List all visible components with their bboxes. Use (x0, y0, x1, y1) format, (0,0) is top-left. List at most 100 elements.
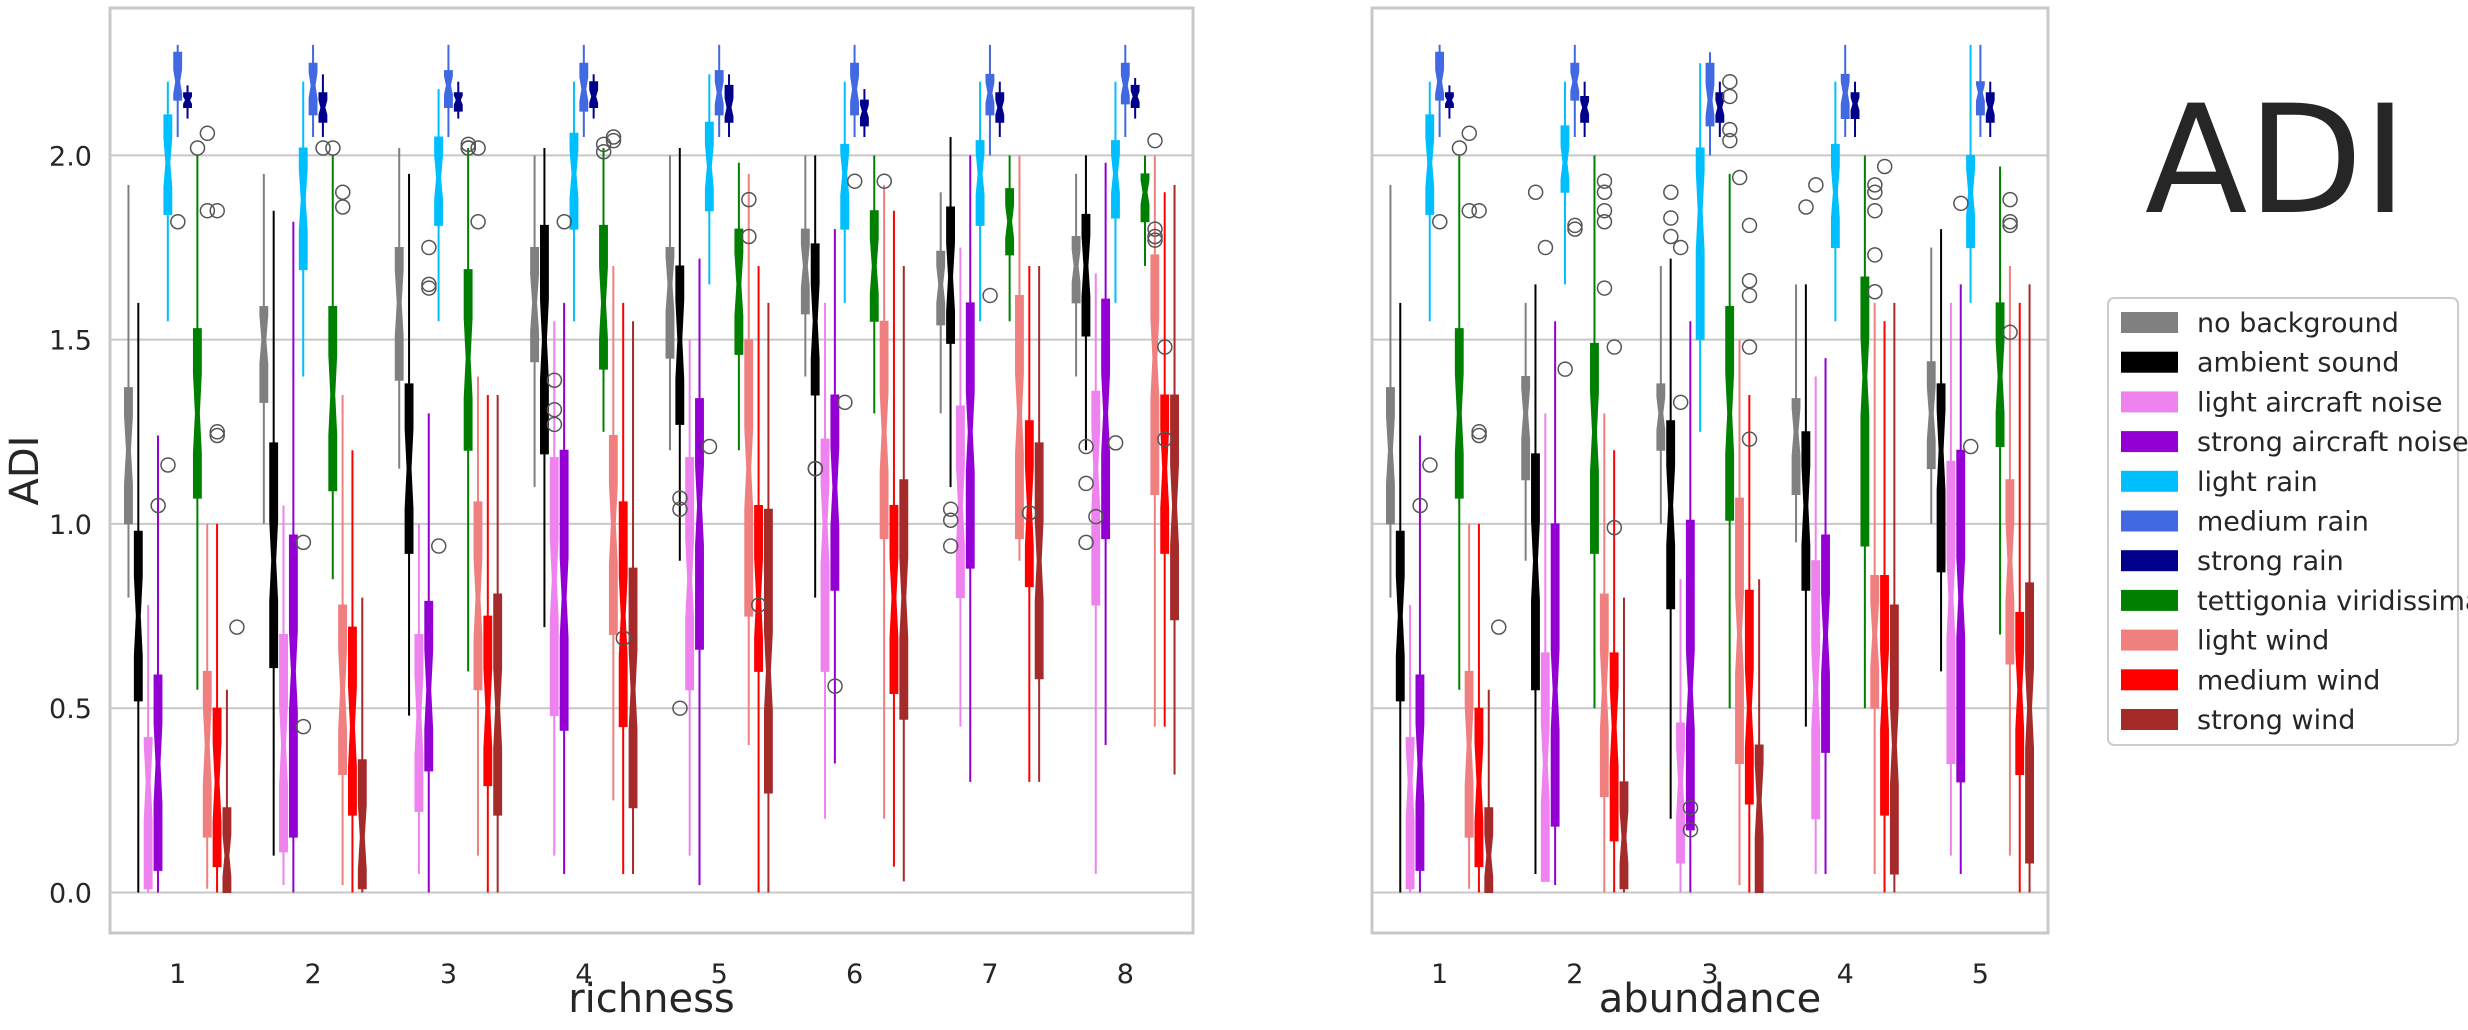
box-light-aircraft-noise (1405, 737, 1415, 890)
legend-label: medium rain (2197, 507, 2369, 538)
box-light-rain (840, 143, 850, 230)
outlier-point (1461, 125, 1478, 142)
box-light-rain (298, 147, 308, 271)
x-tick-label: 3 (440, 959, 457, 990)
box-no-background (1071, 235, 1081, 304)
box-light-aircraft-noise (414, 633, 424, 812)
outlier-point (1741, 431, 1758, 447)
box-light-aircraft-noise (1676, 722, 1685, 864)
box-ambient-sound (1531, 453, 1540, 691)
box-tettigonia-viridissima (1590, 342, 1599, 554)
box-strong-rain (1580, 95, 1590, 123)
box-medium-rain (850, 62, 860, 116)
box-strong-rain (859, 99, 869, 127)
box-no-background (1386, 387, 1395, 525)
box-light-rain (1830, 143, 1840, 249)
outlier-point (1867, 284, 1883, 300)
box-light-wind (1015, 294, 1024, 540)
box-light-aircraft-noise (1540, 652, 1550, 882)
outlier-point (876, 173, 893, 189)
outlier-point (1432, 213, 1448, 230)
box-medium-rain (1435, 51, 1445, 101)
box-strong-wind (1170, 394, 1179, 621)
box-no-background (259, 306, 269, 403)
x-tick-label: 8 (1117, 959, 1134, 990)
box-light-aircraft-noise (1091, 390, 1101, 606)
x-tick-label: 4 (575, 959, 592, 990)
box-tettigonia-viridissima (1005, 188, 1015, 256)
box-tettigonia-viridissima (734, 228, 744, 355)
legend-label: light rain (2197, 467, 2318, 498)
outlier-point (1147, 221, 1163, 237)
box-strong-aircraft-noise (1685, 519, 1695, 831)
box-strong-rain (1130, 84, 1140, 109)
outlier-point (1147, 228, 1163, 245)
box-tettigonia-viridissima (869, 210, 879, 322)
outlier-point (701, 438, 718, 455)
outlier-point (1741, 287, 1758, 304)
box-light-rain (434, 136, 444, 226)
box-medium-wind (1880, 575, 1889, 816)
box-light-rain (975, 140, 985, 226)
outlier-point (942, 538, 959, 554)
box-medium-rain (1570, 62, 1580, 101)
legend: no background ambient sound light aircraft… (2107, 297, 2468, 746)
outlier-point (1672, 239, 1689, 256)
box-light-rain (1560, 125, 1570, 193)
y-axis-label: ADI (2, 436, 48, 506)
x-tick-label: 3 (1701, 959, 1718, 990)
box-strong-rain (1985, 92, 1995, 123)
outlier-point (1567, 217, 1583, 234)
x-tick-label: 1 (169, 959, 186, 990)
box-tettigonia-viridissima (1454, 328, 1464, 499)
box-medium-wind (1744, 589, 1754, 805)
box-light-wind (1599, 593, 1609, 798)
outlier-point (1471, 427, 1487, 444)
box-strong-rain (183, 92, 192, 109)
outlier-point (846, 173, 863, 189)
outlier-point (1672, 394, 1689, 411)
x-tick-label: 5 (711, 959, 728, 990)
box-medium-wind (212, 707, 222, 868)
outlier-point (1078, 438, 1094, 455)
outlier-point (229, 619, 245, 635)
box-light-wind (473, 501, 483, 691)
box-ambient-sound (404, 383, 414, 554)
outlier-point (556, 213, 573, 230)
outlier-point (546, 372, 563, 388)
outlier-point (2002, 324, 2018, 341)
x-tick-label: 2 (304, 959, 321, 990)
outlier-point (1461, 202, 1478, 219)
outlier-point (335, 199, 351, 215)
outlier-point (2002, 217, 2018, 234)
box-strong-aircraft-noise (1101, 298, 1111, 540)
outlier-point (1147, 232, 1163, 248)
x-tick-label: 4 (1837, 959, 1854, 990)
outlier-point (1663, 210, 1679, 226)
box-tettigonia-viridissima (599, 224, 608, 370)
outlier-point (615, 630, 632, 646)
outlier-point (1596, 213, 1613, 230)
box-light-aircraft-noise (143, 737, 153, 890)
outlier-point (150, 497, 166, 514)
outlier-point (295, 534, 312, 551)
box-no-background (665, 247, 675, 359)
outlier-point (1682, 799, 1699, 816)
box-light-wind (744, 339, 754, 617)
outlier-point (1798, 199, 1814, 215)
outlier-point (807, 460, 824, 477)
big-title: ADI (2145, 74, 2407, 248)
outlier-point (741, 228, 757, 245)
outlier-point (199, 202, 216, 219)
box-strong-aircraft-noise (424, 600, 434, 772)
box-light-aircraft-noise (685, 457, 695, 691)
outlier-point (546, 416, 563, 433)
outlier-point (605, 129, 622, 145)
box-ambient-sound (269, 442, 279, 669)
outlier-point (942, 501, 959, 517)
box-strong-wind (493, 593, 503, 816)
box-medium-wind (618, 501, 628, 728)
box-medium-rain (1975, 81, 1985, 116)
box-strong-aircraft-noise (153, 674, 163, 871)
outlier-point (1741, 339, 1758, 355)
